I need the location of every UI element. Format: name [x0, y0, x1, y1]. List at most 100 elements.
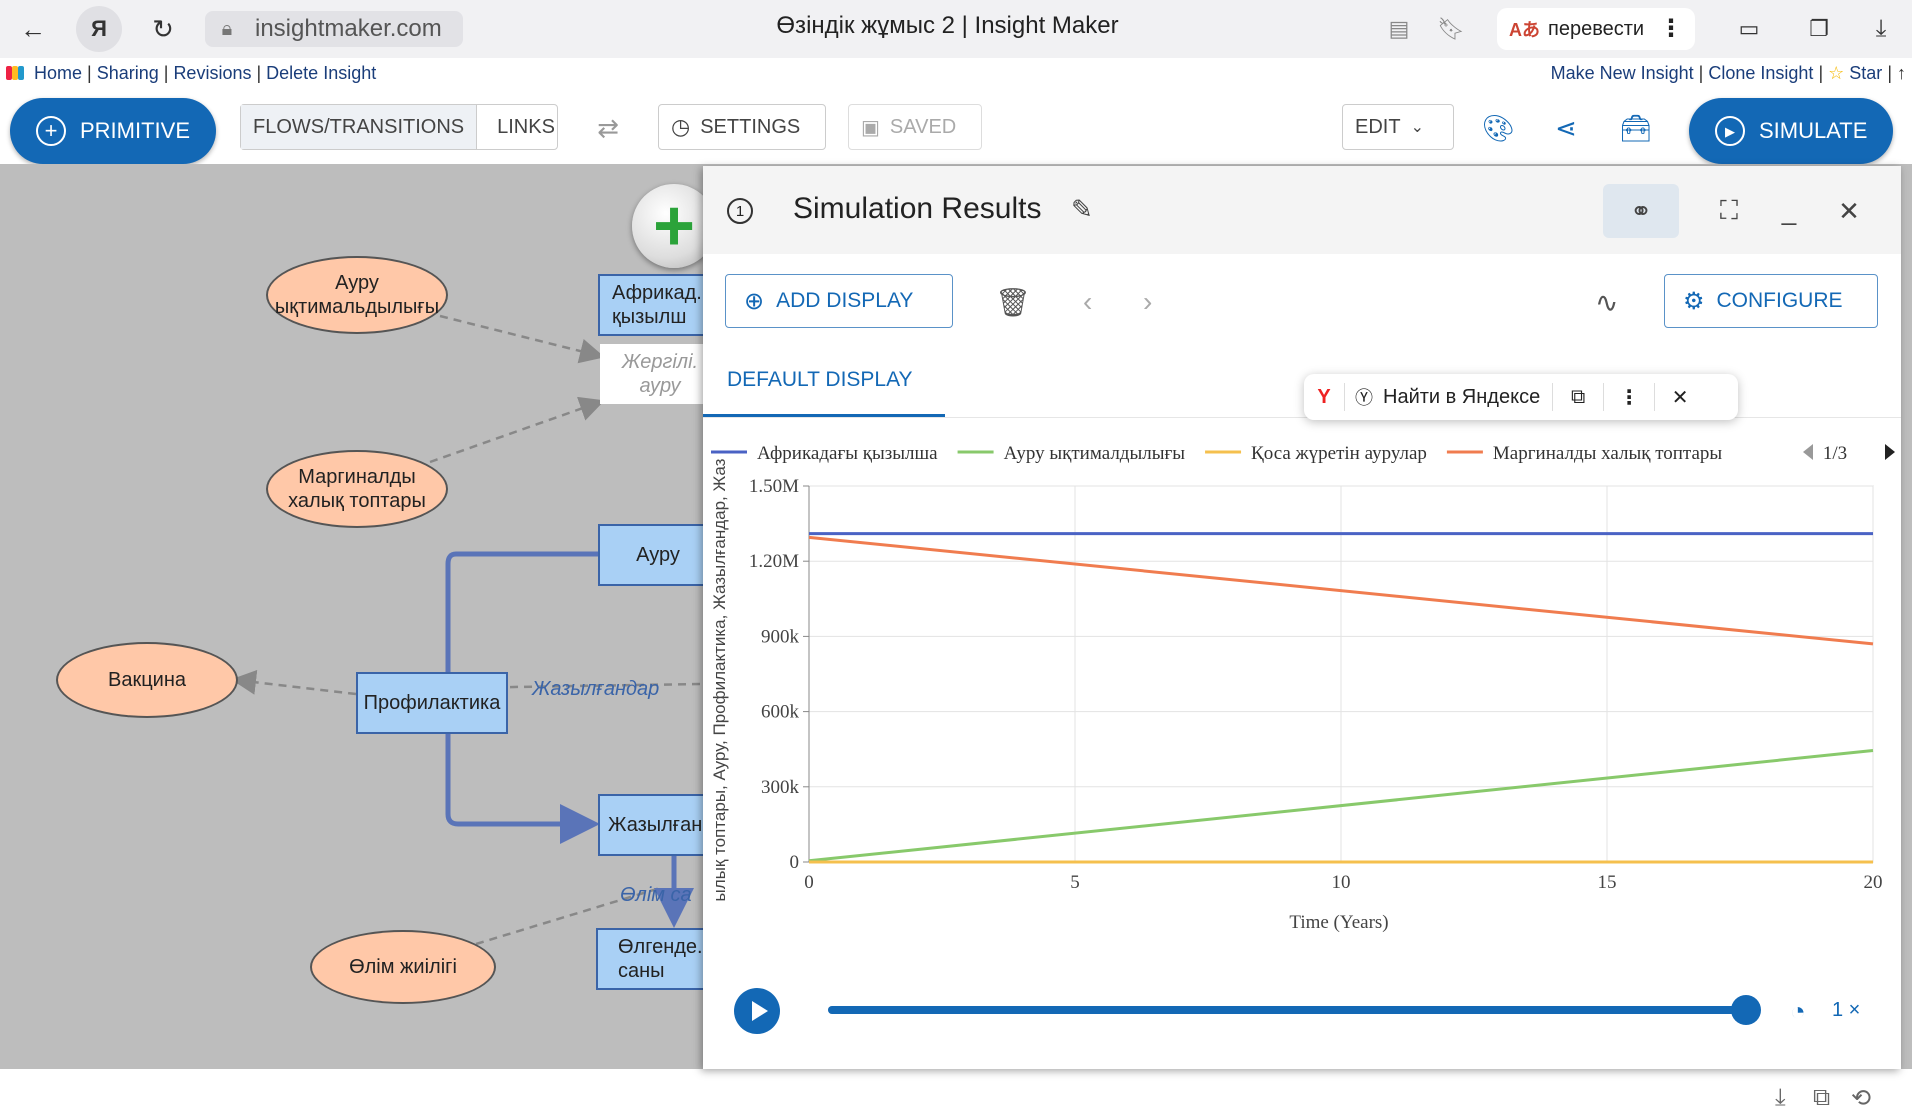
compare-icon[interactable]: ⚭	[1603, 184, 1679, 238]
primitive-label: PRIMITIVE	[80, 118, 191, 143]
download-icon[interactable]: ⤓	[1875, 15, 1887, 42]
nav-delete-link[interactable]: Delete Insight	[266, 63, 377, 83]
back-icon[interactable]: ←	[20, 13, 46, 44]
reload-icon[interactable]: ↻	[152, 13, 174, 44]
x-tick-label: 20	[1864, 872, 1883, 893]
collections-icon[interactable]: ❐	[1809, 16, 1829, 41]
top-links: Home | Sharing | Revisions | Delete Insi…	[0, 58, 1912, 90]
configure-button[interactable]: ⚙ CONFIGURE	[1664, 274, 1878, 328]
node-zhazylgan[interactable]: Жазылған	[598, 794, 718, 856]
legend-prev-icon	[1803, 444, 1813, 460]
flow-label-zhazylgandar[interactable]: Жазылғандар	[532, 678, 660, 700]
translate-button[interactable]: Aあ перевести ⋮	[1497, 8, 1695, 50]
node-olgender[interactable]: Өлгенде. саны	[596, 928, 718, 990]
clock-icon: ◷	[671, 114, 691, 139]
time-slider-fill	[828, 1006, 1746, 1014]
chart-axes: 0 5 10 15 20 0 300k 600k 900k 1.20M 1.50M	[749, 476, 1883, 893]
node-profilaktika[interactable]: Профилактика	[356, 672, 508, 734]
palette-icon[interactable]: 🎨︎	[1481, 112, 1515, 143]
speed-label[interactable]: 1 ×	[1832, 999, 1861, 1021]
time-slider[interactable]	[828, 995, 1761, 1025]
add-primitive-icon[interactable]: +	[632, 184, 716, 268]
add-display-button[interactable]: ⊕ ADD DISPLAY	[725, 274, 953, 328]
simulate-label: SIMULATE	[1759, 118, 1868, 143]
node-auru-yktimaldylygy[interactable]: Ауру ықтимальдылығы	[266, 256, 448, 334]
delete-icon[interactable]: 🗑︎	[995, 287, 1031, 318]
close-icon[interactable]: ✕	[1838, 195, 1860, 226]
simulate-button[interactable]: ▶ SIMULATE	[1689, 98, 1893, 164]
node-afrika[interactable]: Африкад. қызылш	[598, 274, 718, 336]
connection-mode-group: FLOWS/TRANSITIONS LINKS	[240, 104, 558, 150]
nav-sharing-link[interactable]: Sharing	[96, 63, 159, 83]
url-bar[interactable]: insightmaker.com	[205, 11, 463, 47]
scribble-icon[interactable]: ∿	[1595, 287, 1619, 318]
node-auru[interactable]: Ауру	[598, 524, 718, 586]
speed-icon[interactable]: ◔	[1790, 996, 1806, 1026]
settings-label: SETTINGS	[700, 115, 801, 138]
node-olim-zhiiligi[interactable]: Өлім жиілігі	[310, 930, 496, 1004]
x-tick-label: 15	[1598, 872, 1617, 893]
chart-lines	[808, 532, 1874, 864]
divider	[1654, 383, 1656, 411]
configure-label: CONFIGURE	[1716, 289, 1843, 312]
nav-star-link[interactable]: Star	[1849, 63, 1883, 83]
yandex-logo-icon: Y	[1317, 385, 1331, 408]
nav-new-insight-link[interactable]: Make New Insight	[1550, 63, 1694, 83]
yandex-icon[interactable]: Я	[76, 6, 122, 52]
copy-icon[interactable]: ⧉	[1571, 385, 1586, 408]
edit-dropdown[interactable]: EDIT ⌄	[1342, 104, 1454, 150]
play-button[interactable]	[734, 988, 780, 1034]
edit-title-icon[interactable]: ✎	[1071, 194, 1093, 224]
results-header: 1 Simulation Results ✎ ⚭ ⛶ _ ✕	[703, 166, 1901, 254]
bookmark-icon[interactable]: 🔖︎	[1437, 16, 1465, 41]
results-chart: Африкадағы қызылша Ауру ықтималдылығы Қоса…	[710, 443, 1895, 933]
add-display-label: ADD DISPLAY	[776, 289, 914, 312]
y-tick-label: 0	[790, 852, 800, 873]
node-zhergilikti[interactable]: Жергілі. ауру	[600, 344, 720, 404]
next-display-icon[interactable]: ›	[1143, 286, 1153, 317]
edit-label: EDIT	[1355, 115, 1401, 138]
legend-item: Африкадағы қызылша	[757, 443, 938, 464]
toolbox-icon[interactable]: 🧰︎	[1619, 112, 1653, 143]
crop-icon[interactable]: ⧉	[1813, 1084, 1831, 1111]
nav-clone-link[interactable]: Clone Insight	[1708, 63, 1814, 83]
node-marginaldy[interactable]: Маргиналды халық топтары	[266, 450, 448, 528]
tab-default-display[interactable]: DEFAULT DISPLAY	[727, 368, 913, 391]
reader-icon[interactable]: ▤	[1388, 16, 1410, 41]
close-icon[interactable]: ✕	[1671, 386, 1689, 409]
x-tick-label: 5	[1070, 872, 1080, 893]
node-vakcina[interactable]: Вакцина	[56, 642, 238, 718]
nav-home-link[interactable]: Home	[34, 63, 83, 83]
yandex-search-icon: Ⓨ	[1355, 388, 1373, 408]
settings-button[interactable]: ◷ SETTINGS	[658, 104, 826, 150]
toolbar: + PRIMITIVE FLOWS/TRANSITIONS LINKS ⇄ ◷ …	[0, 90, 1912, 164]
primitive-button[interactable]: + PRIMITIVE	[10, 98, 216, 164]
swap-icon[interactable]: ⇄	[597, 112, 619, 143]
more-icon[interactable]: ⋮	[1659, 15, 1683, 42]
flow-label-olim[interactable]: Өлім са	[620, 884, 692, 906]
insightmaker-logo-icon	[6, 66, 26, 82]
chevron-down-icon: ⌄	[1410, 119, 1424, 136]
legend-page: 1/3	[1823, 443, 1847, 464]
prev-display-icon[interactable]: ‹	[1083, 286, 1093, 317]
x-axis-label: Time (Years)	[1289, 912, 1388, 933]
play-circle-icon: ▶	[1715, 116, 1745, 146]
saved-button[interactable]: ▣ SAVED	[848, 104, 982, 150]
flows-transitions-button[interactable]: FLOWS/TRANSITIONS	[241, 105, 478, 149]
browser-bar: ← Я ↻ insightmaker.com 🔒︎ Өзіндік жұмыс …	[0, 0, 1912, 58]
download-chart-icon[interactable]: ⤓	[1775, 1084, 1786, 1111]
reset-zoom-icon[interactable]: ⟲	[1851, 1085, 1872, 1112]
minimize-icon[interactable]: _	[1781, 195, 1797, 226]
translate-icon: Aあ	[1509, 20, 1540, 40]
fullscreen-icon[interactable]: ⛶	[1719, 195, 1739, 225]
yandex-search-label[interactable]: Найти в Яндексе	[1383, 385, 1541, 408]
tab-indicator	[703, 414, 945, 417]
nav-revisions-link[interactable]: Revisions	[173, 63, 252, 83]
share-icon[interactable]: ⋖	[1555, 112, 1577, 143]
more-icon[interactable]: ⋮	[1619, 386, 1640, 409]
nav-left: Home | Sharing | Revisions | Delete Insi…	[34, 63, 377, 83]
divider	[1603, 383, 1605, 411]
time-slider-thumb[interactable]	[1731, 995, 1761, 1025]
links-button[interactable]: LINKS	[497, 115, 555, 138]
results-title: Simulation Results	[793, 192, 1042, 225]
